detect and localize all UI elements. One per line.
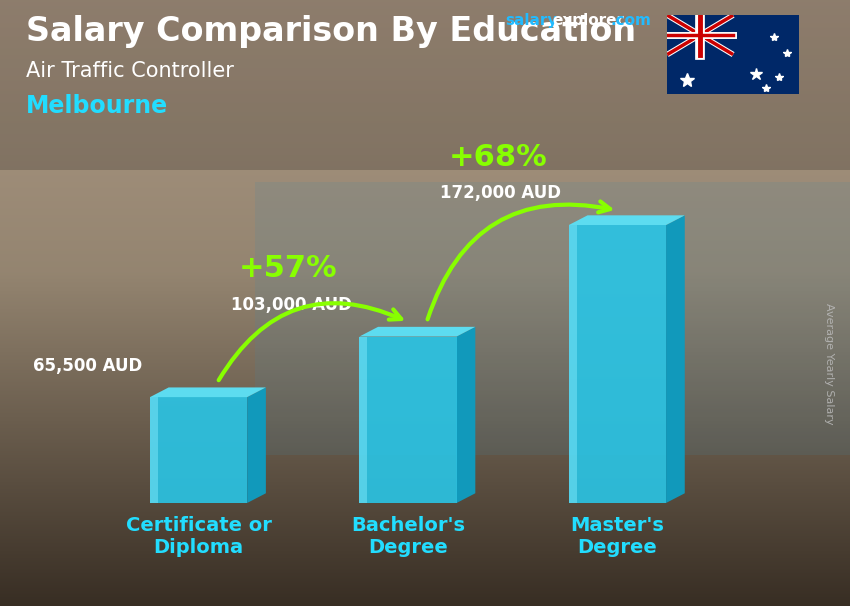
Polygon shape [150, 397, 158, 503]
Text: Average Yearly Salary: Average Yearly Salary [824, 303, 834, 424]
Bar [0, 0, 850, 170]
Polygon shape [569, 215, 685, 225]
Text: .com: .com [610, 13, 651, 28]
Text: +57%: +57% [239, 254, 337, 283]
Polygon shape [666, 215, 685, 503]
Polygon shape [456, 327, 475, 503]
Bar [255, 182, 850, 454]
Text: 172,000 AUD: 172,000 AUD [440, 184, 561, 202]
Polygon shape [360, 336, 367, 503]
Text: Master's
Degree: Master's Degree [570, 516, 665, 557]
Text: Air Traffic Controller: Air Traffic Controller [26, 61, 234, 81]
Polygon shape [150, 387, 266, 397]
Polygon shape [360, 336, 456, 503]
Polygon shape [569, 225, 666, 503]
Polygon shape [569, 225, 576, 503]
Polygon shape [360, 327, 475, 336]
Text: 103,000 AUD: 103,000 AUD [231, 296, 352, 314]
Text: Salary Comparison By Education: Salary Comparison By Education [26, 15, 636, 48]
Text: salary: salary [506, 13, 558, 28]
Text: +68%: +68% [449, 142, 547, 171]
Text: Melbourne: Melbourne [26, 94, 167, 118]
Text: Bachelor's
Degree: Bachelor's Degree [351, 516, 465, 557]
Text: Certificate or
Diploma: Certificate or Diploma [126, 516, 271, 557]
Polygon shape [247, 387, 266, 503]
Polygon shape [150, 397, 247, 503]
FancyBboxPatch shape [666, 13, 801, 96]
Text: 65,500 AUD: 65,500 AUD [33, 356, 143, 375]
Text: explorer: explorer [552, 13, 625, 28]
